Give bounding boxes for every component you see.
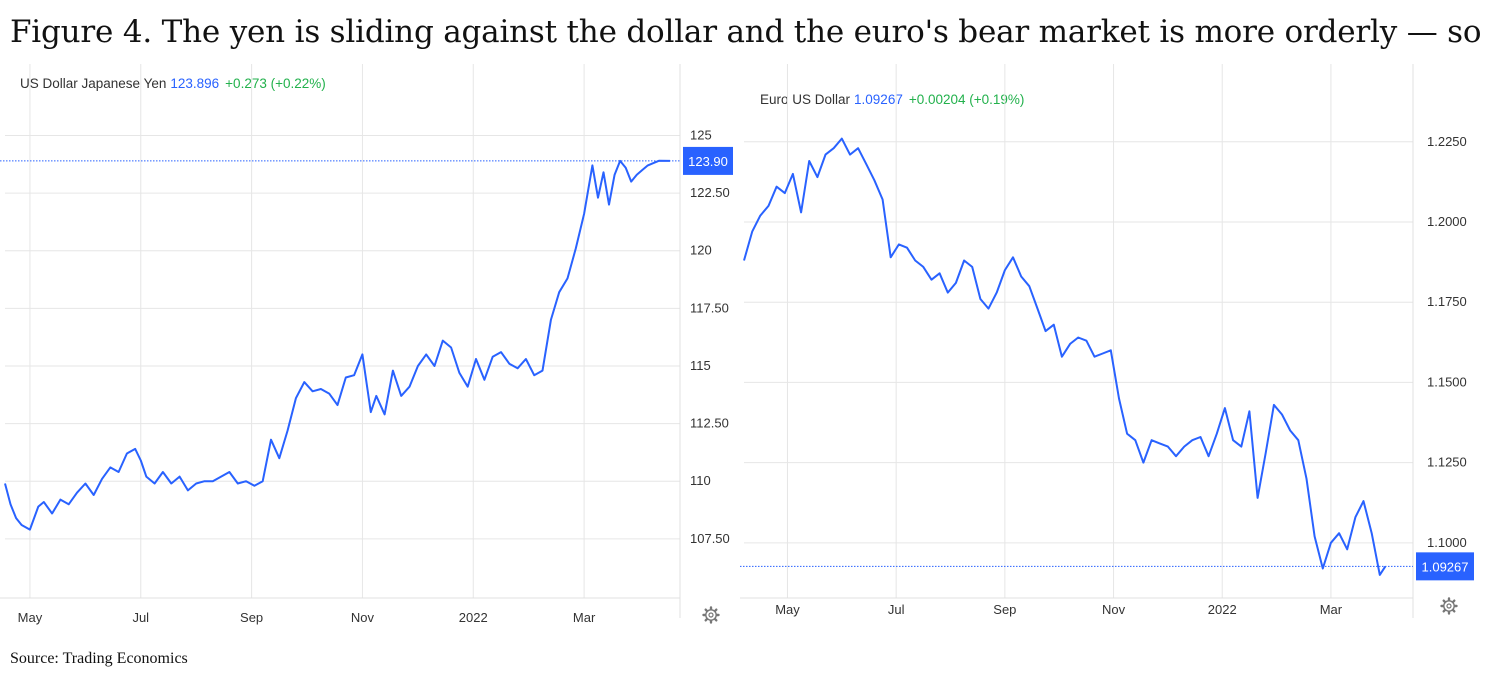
last-value-badge (683, 146, 733, 175)
x-tick-label: 2022 (459, 610, 488, 625)
instrument-name: Euro US Dollar (760, 92, 851, 107)
instrument-name: US Dollar Japanese Yen (20, 76, 167, 91)
y-tick-label: 120 (690, 243, 712, 258)
y-tick-label: 1.2000 (1427, 214, 1467, 229)
x-tick-label: Sep (240, 610, 263, 625)
chart-header: US Dollar Japanese Yen 123.896 +0.273 (+0.… (20, 76, 326, 91)
x-tick-label: Nov (1102, 602, 1126, 617)
gear-icon[interactable] (702, 606, 720, 624)
y-tick-label: 110 (690, 473, 711, 488)
last-value-badge (1416, 552, 1474, 581)
y-tick-label: 107.50 (690, 531, 730, 546)
y-tick-label: 112.50 (690, 416, 729, 431)
y-tick-label: 1.1000 (1427, 535, 1467, 550)
x-tick-label: Jul (888, 602, 905, 617)
x-tick-label: Jul (132, 610, 149, 625)
y-tick-label: 1.1500 (1427, 374, 1467, 389)
source-note: Source: Trading Economics (10, 650, 188, 667)
y-tick-label: 1.1750 (1427, 294, 1467, 309)
price-series-line[interactable] (743, 137, 1387, 576)
y-tick-label: 125 (690, 127, 712, 142)
eur-usd-chart[interactable]: Euro US Dollar 1.09267 +0.00204 (+0.19%) 1… (740, 64, 1490, 639)
last-value-label: 123.90 (688, 154, 728, 169)
x-tick-label: May (18, 610, 43, 625)
usd-jpy-chart[interactable]: US Dollar Japanese Yen 123.896 +0.273 (+0.… (0, 64, 740, 639)
instrument-price: 123.896 (170, 76, 220, 91)
x-tick-label: Nov (351, 610, 375, 625)
y-tick-label: 122.50 (690, 185, 730, 200)
x-tick-label: 2022 (1208, 602, 1237, 617)
y-tick-label: 115 (690, 358, 711, 373)
price-series-line[interactable] (4, 159, 671, 531)
x-tick-label: Mar (1320, 602, 1343, 617)
eur-usd-plot[interactable]: 1.1000 1.1250 1.1500 1.1750 1.2000 1.2250 May J… (740, 64, 1490, 639)
y-tick-label: 1.2250 (1427, 134, 1467, 149)
instrument-price: 1.09267 (854, 92, 903, 107)
gear-icon[interactable] (1440, 597, 1458, 615)
last-value-label: 1.09267 (1422, 559, 1469, 574)
instrument-change: +0.273 (+0.22%) (225, 76, 326, 91)
y-tick-label: 117.50 (690, 300, 729, 315)
chart-header: Euro US Dollar 1.09267 +0.00204 (+0.19%) (760, 92, 1024, 107)
instrument-change: +0.00204 (+0.19%) (908, 92, 1025, 107)
usd-jpy-plot[interactable]: 107.50 110 112.50 115 117.50 120 122.50 125 May J… (0, 64, 740, 639)
x-tick-label: May (775, 602, 800, 617)
y-tick-label: 1.1250 (1427, 455, 1467, 470)
figure-title: Figure 4. The yen is sliding against the… (10, 14, 1490, 50)
x-tick-label: Mar (573, 610, 596, 625)
x-tick-label: Sep (993, 602, 1016, 617)
